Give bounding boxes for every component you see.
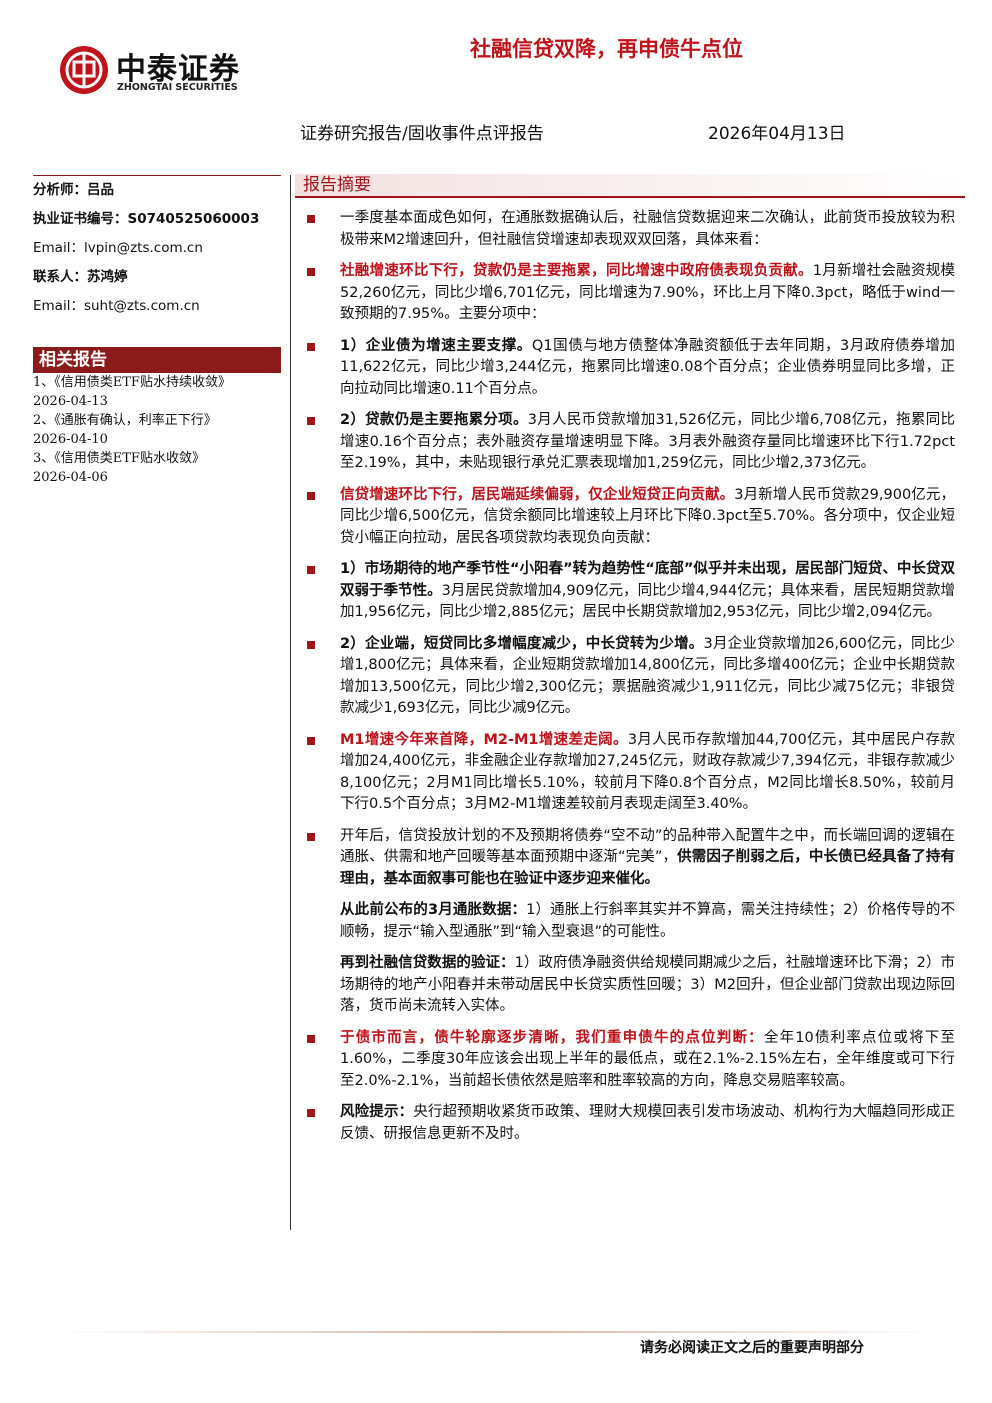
text-run: 1）企业债为增速主要支撑。 xyxy=(340,337,532,354)
text-run: 于债市而言，债牛轮廓逐步清晰，我们重申债牛的点位判断： xyxy=(340,1029,764,1046)
paragraph: 社融增速环比下行，贷款仍是主要拖累，同比增速中政府债表现负贡献。1月新增社会融资… xyxy=(303,261,955,326)
related-date: 2026-04-10 xyxy=(33,432,108,447)
text-run: 1）政府债净融资供给规模同期减少之后，社融增速环比下滑；2）市场期待的地产小阳春… xyxy=(340,955,956,1014)
report-type: 证券研究报告/固收事件点评报告 xyxy=(300,124,544,144)
text-run: 信贷增速环比下行，居民端延续偏弱，仅企业短贷正向贡献。 xyxy=(340,486,735,503)
email: Email：suht@zts.com.cn xyxy=(33,298,200,314)
text-run: 2）贷款仍是主要拖累分项。 xyxy=(340,412,528,428)
report-title: 社融信贷双降，再申债牛点位 xyxy=(470,37,743,61)
paragraph: 风险提示：央行超预期收紧货币政策、理财大规模回表引发市场波动、机构行为大幅趋同形… xyxy=(303,1102,955,1145)
text-run: 风险提示： xyxy=(340,1104,414,1120)
logo-icon xyxy=(60,46,108,94)
analyst: 分析师：吕品 xyxy=(33,176,281,205)
related-date: 2026-04-13 xyxy=(33,394,108,409)
related-title: 1、《信用债类ETF贴水持续收敛》 xyxy=(33,375,231,390)
related-list: 1、《信用债类ETF贴水持续收敛》 2026-04-13 2、《通胀有确认，利率正下… xyxy=(33,373,281,487)
text-run: 3月居民贷款增加4,909亿元，同比少增4,944亿元；具体来看，居民短期贷款增… xyxy=(340,582,955,621)
paragraph: 从此前公布的3月通胀数据：1）通胀上行斜率其实并不算高，需关注持续性；2）价格传… xyxy=(303,900,955,943)
paragraph: 1）市场期待的地产季节性“小阳春”转为趋势性“底部”似乎并未出现，居民部门短贷、… xyxy=(303,559,955,624)
text-run: 3月人民币贷款增加31,526亿元，同比少增6,708亿元，拖累同比增速0.16… xyxy=(340,412,955,471)
paragraph: 一季度基本面成色如何，在通胀数据确认后，社融信贷数据迎来二次确认，此前货币投放较… xyxy=(303,208,955,251)
contact: 联系人：苏鸿婷 xyxy=(33,263,281,292)
sidebar: 分析师：吕品 执业证书编号：S0740525060003 Email：lvpin… xyxy=(33,175,281,487)
text-run: 从此前公布的3月通胀数据： xyxy=(340,902,527,918)
paragraph: 1）企业债为增速主要支撑。Q1国债与地方债整体净融资额低于去年同期，3月政府债券… xyxy=(303,336,955,401)
divider xyxy=(33,175,281,176)
text-run: 1）市场期待的地产季节性“小阳春”转为趋势性“底部”似乎并未出现，居民部门短贷、… xyxy=(340,561,955,599)
logo-subtext: ZHONGTAI SECURITIES xyxy=(117,82,238,93)
footer-line xyxy=(58,1331,934,1333)
related-title: 相关报告 xyxy=(33,347,281,373)
related-date: 2026-04-06 xyxy=(33,470,108,485)
paragraph: 再到社融信贷数据的验证：1）政府债净融资供给规模同期减少之后，社融增速环比下滑；… xyxy=(303,953,955,1018)
text-run: 1）通胀上行斜率其实并不算高，需关注持续性；2）价格传导的不顺畅，提示“输入型通… xyxy=(340,902,955,940)
text-run: 一季度基本面成色如何，在通胀数据确认后，社融信贷数据迎来二次确认，此前货币投放较… xyxy=(340,210,955,248)
paragraph: 信贷增速环比下行，居民端延续偏弱，仅企业短贷正向贡献。3月新增人民币贷款29,9… xyxy=(303,485,955,550)
text-run: 开年后，信贷投放计划的不及预期将债券“空不动”的品种带入配置牛之中，而长端回调的… xyxy=(340,827,955,866)
summary-body: 一季度基本面成色如何，在通胀数据确认后，社融信贷数据迎来二次确认，此前货币投放较… xyxy=(303,208,955,1155)
text-run: Q1国债与地方债整体净融资额低于去年同期，3月政府债券增加11,622亿元，同比… xyxy=(340,337,955,397)
cert: 执业证书编号：S0740525060003 xyxy=(33,205,281,234)
text-run: 3月企业贷款增加26,600亿元，同比少增1,800亿元；具体来看，企业短期贷款… xyxy=(340,635,955,717)
report-date: 2026年04月13日 xyxy=(708,124,846,144)
paragraph: M1增速今年来首降，M2-M1增速差走阔。3月人民币存款增加44,700亿元，其… xyxy=(303,730,955,816)
text-run: 3月人民币存款增加44,700亿元，其中居民户存款增加24,400亿元，非金融企… xyxy=(340,731,955,813)
text-run: 供需因子削弱之后，中长债已经具备了持有理由，基本面叙事可能也在验证中逐步迎来催化… xyxy=(340,849,955,887)
text-run: M1增速今年来首降，M2-M1增速差走阔。 xyxy=(340,731,628,748)
paragraph: 于债市而言，债牛轮廓逐步清晰，我们重申债牛的点位判断：全年10债利率点位或将下至… xyxy=(303,1028,955,1093)
label: 联系人： xyxy=(33,269,87,285)
text-run: 社融增速环比下行，贷款仍是主要拖累，同比增速中政府债表现负贡献。 xyxy=(340,263,813,279)
text-run: 央行超预期收紧货币政策、理财大规模回表引发市场波动、机构行为大幅趋同形成正反馈、… xyxy=(340,1104,955,1142)
value: 吕品 xyxy=(87,182,114,198)
related-title: 2、《通胀有确认，利率正下行》 xyxy=(33,413,217,428)
text-run: 1月新增社会融资规模52,260亿元，同比少增6,701亿元，同比增速为7.90… xyxy=(340,263,955,322)
label: 执业证书编号： xyxy=(33,211,128,227)
text-run: 2）企业端，短贷同比多增幅度减少，中长贷转为少增。 xyxy=(340,635,704,652)
footer-notice: 请务必阅读正文之后的重要声明部分 xyxy=(640,1340,864,1356)
paragraph: 2）贷款仍是主要拖累分项。3月人民币贷款增加31,526亿元，同比少增6,708… xyxy=(303,410,955,475)
text-run: 再到社融信贷数据的验证： xyxy=(340,955,515,971)
paragraph: 2）企业端，短贷同比多增幅度减少，中长贷转为少增。3月企业贷款增加26,600亿… xyxy=(303,634,955,720)
text-run: 全年10债利率点位或将下至1.60%，二季度30年应该会出现上半年的最低点，或在… xyxy=(340,1029,956,1089)
label: 分析师： xyxy=(33,182,87,198)
paragraph: 开年后，信贷投放计划的不及预期将债券“空不动”的品种带入配置牛之中，而长端回调的… xyxy=(303,826,955,891)
logo-text: 中泰证券 xyxy=(116,52,240,87)
email: Email：lvpin@zts.com.cn xyxy=(33,240,203,256)
related-title: 3、《信用债类ETF贴水收敛》 xyxy=(33,451,205,466)
value: 苏鸿婷 xyxy=(87,269,128,285)
value: S0740525060003 xyxy=(127,211,260,227)
section-header: 报告摘要 xyxy=(295,174,965,198)
divider xyxy=(290,175,291,1230)
text-run: 3月新增人民币贷款29,900亿元，同比少增6,500亿元，信贷余额同比增速较上… xyxy=(340,486,955,546)
section-title: 报告摘要 xyxy=(303,175,371,195)
